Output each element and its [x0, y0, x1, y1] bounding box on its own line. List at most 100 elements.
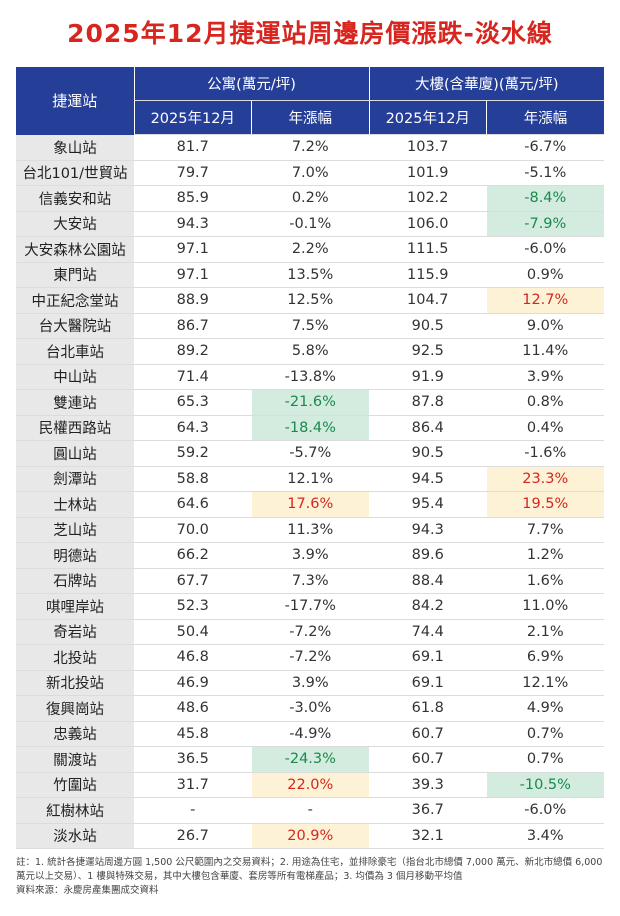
apartment-price-cell: 67.7	[134, 568, 252, 594]
station-cell: 台大醫院站	[16, 313, 134, 339]
table-row: 大安站 94.3 -0.1% 106.0 -7.9%	[16, 211, 605, 237]
building-yoy-cell: 11.0%	[486, 593, 605, 620]
apartment-price-cell: 31.7	[134, 772, 252, 798]
table-row: 芝山站 70.0 11.3% 94.3 7.7%	[16, 517, 605, 543]
apartment-yoy-cell: -4.9%	[251, 721, 370, 747]
building-price-cell: 60.7	[369, 746, 487, 773]
table-row: 士林站 64.6 17.6% 95.4 19.5%	[16, 491, 605, 518]
building-period-header: 2025年12月	[368, 100, 487, 135]
building-price-cell: 101.9	[369, 160, 487, 186]
apartment-yoy-cell: -13.8%	[251, 364, 370, 390]
station-cell: 明德站	[16, 542, 134, 569]
building-yoy-cell: 4.9%	[486, 695, 605, 722]
building-price-cell: 90.5	[369, 440, 487, 467]
apartment-yoy-cell: -	[251, 797, 370, 824]
station-cell: 台北101/世貿站	[16, 160, 134, 186]
apartment-group-header: 公寓(萬元/坪)	[133, 67, 370, 101]
apartment-yoy-cell: -21.6%	[251, 389, 370, 416]
building-yoy-cell: -10.5%	[486, 772, 605, 798]
building-price-cell: 94.3	[369, 517, 487, 543]
apartment-yoy-cell: -0.1%	[251, 211, 370, 237]
station-cell: 劍潭站	[16, 466, 134, 492]
station-cell: 淡水站	[16, 823, 134, 849]
building-price-cell: 111.5	[369, 236, 487, 263]
apartment-price-cell: 64.3	[134, 415, 252, 441]
building-yoy-cell: 0.4%	[486, 415, 605, 441]
building-yoy-cell: 7.7%	[486, 517, 605, 543]
footnote-line-2: 萬元以上交易）、1 樓與特殊交易，其中大樓包含華廈、套房等所有電梯產品；3. 均…	[16, 871, 463, 882]
station-column-header: 捷運站	[16, 67, 134, 135]
apartment-price-cell: 36.5	[134, 746, 252, 773]
building-yoy-cell: 0.7%	[486, 746, 605, 773]
apartment-price-cell: 46.9	[134, 670, 252, 696]
chart-title: 2025年12月捷運站周邊房價漲跌-淡水線	[67, 19, 553, 48]
station-cell: 紅樹林站	[16, 797, 134, 824]
table-body: 象山站 81.7 7.2% 103.7 -6.7% 台北101/世貿站 79.7 7.0% 10…	[16, 134, 605, 849]
building-yoy-cell: 1.6%	[486, 568, 605, 594]
apartment-yoy-cell: 22.0%	[251, 772, 370, 798]
building-yoy-cell: 12.7%	[486, 287, 605, 314]
apartment-period-header: 2025年12月	[133, 100, 252, 135]
table-row: 明德站 66.2 3.9% 89.6 1.2%	[16, 542, 605, 569]
apartment-yoy-cell: -24.3%	[251, 746, 370, 773]
building-yoy-header: 年漲幅	[486, 100, 605, 135]
building-yoy-cell: 11.4%	[486, 338, 605, 365]
apartment-yoy-cell: 5.8%	[251, 338, 370, 365]
table-row: 劍潭站 58.8 12.1% 94.5 23.3%	[16, 466, 605, 492]
apartment-price-cell: 97.1	[134, 236, 252, 263]
table-row: 信義安和站 85.9 0.2% 102.2 -8.4%	[16, 185, 605, 212]
building-yoy-cell: 9.0%	[486, 313, 605, 339]
apartment-yoy-cell: 11.3%	[251, 517, 370, 543]
apartment-yoy-cell: -18.4%	[251, 415, 370, 441]
building-price-cell: 86.4	[369, 415, 487, 441]
apartment-price-cell: 46.8	[134, 644, 252, 671]
apartment-yoy-cell: 17.6%	[251, 491, 370, 518]
apartment-yoy-cell: 12.5%	[251, 287, 370, 314]
apartment-price-cell: 66.2	[134, 542, 252, 569]
apartment-yoy-cell: 7.2%	[251, 134, 370, 161]
apartment-price-cell: 71.4	[134, 364, 252, 390]
building-yoy-cell: 2.1%	[486, 619, 605, 645]
station-cell: 石牌站	[16, 568, 134, 594]
apartment-price-cell: 50.4	[134, 619, 252, 645]
building-price-cell: 89.6	[369, 542, 487, 569]
station-cell: 忠義站	[16, 721, 134, 747]
station-cell: 芝山站	[16, 517, 134, 543]
building-yoy-cell: -6.0%	[486, 797, 605, 824]
station-cell: 象山站	[16, 134, 134, 161]
station-cell: 大安站	[16, 211, 134, 237]
apartment-yoy-cell: 3.9%	[251, 542, 370, 569]
apartment-price-cell: 58.8	[134, 466, 252, 492]
apartment-yoy-cell: 12.1%	[251, 466, 370, 492]
building-price-cell: 84.2	[369, 593, 487, 620]
apartment-price-cell: -	[134, 797, 252, 824]
apartment-price-cell: 81.7	[134, 134, 252, 161]
building-group-header: 大樓(含華廈)(萬元/坪)	[368, 67, 605, 101]
table-row: 中山站 71.4 -13.8% 91.9 3.9%	[16, 364, 605, 390]
apartment-price-cell: 45.8	[134, 721, 252, 747]
building-price-cell: 95.4	[369, 491, 487, 518]
station-cell: 雙連站	[16, 389, 134, 416]
station-cell: 圓山站	[16, 440, 134, 467]
apartment-price-cell: 94.3	[134, 211, 252, 237]
apartment-yoy-cell: -5.7%	[251, 440, 370, 467]
station-cell: 信義安和站	[16, 185, 134, 212]
building-yoy-cell: -5.1%	[486, 160, 605, 186]
building-yoy-cell: 0.9%	[486, 262, 605, 288]
table-row: 淡水站 26.7 20.9% 32.1 3.4%	[16, 823, 605, 849]
apartment-price-cell: 97.1	[134, 262, 252, 288]
building-price-cell: 39.3	[369, 772, 487, 798]
apartment-price-cell: 85.9	[134, 185, 252, 212]
building-price-cell: 61.8	[369, 695, 487, 722]
station-cell: 竹圍站	[16, 772, 134, 798]
station-cell: 奇岩站	[16, 619, 134, 645]
building-price-cell: 36.7	[369, 797, 487, 824]
table-row: 台大醫院站 86.7 7.5% 90.5 9.0%	[16, 313, 605, 339]
table-row: 象山站 81.7 7.2% 103.7 -6.7%	[16, 134, 605, 161]
station-cell: 大安森林公園站	[16, 236, 134, 263]
apartment-yoy-cell: 7.0%	[251, 160, 370, 186]
table-row: 雙連站 65.3 -21.6% 87.8 0.8%	[16, 389, 605, 416]
building-yoy-cell: 0.8%	[486, 389, 605, 416]
station-cell: 民權西路站	[16, 415, 134, 441]
apartment-price-cell: 79.7	[134, 160, 252, 186]
